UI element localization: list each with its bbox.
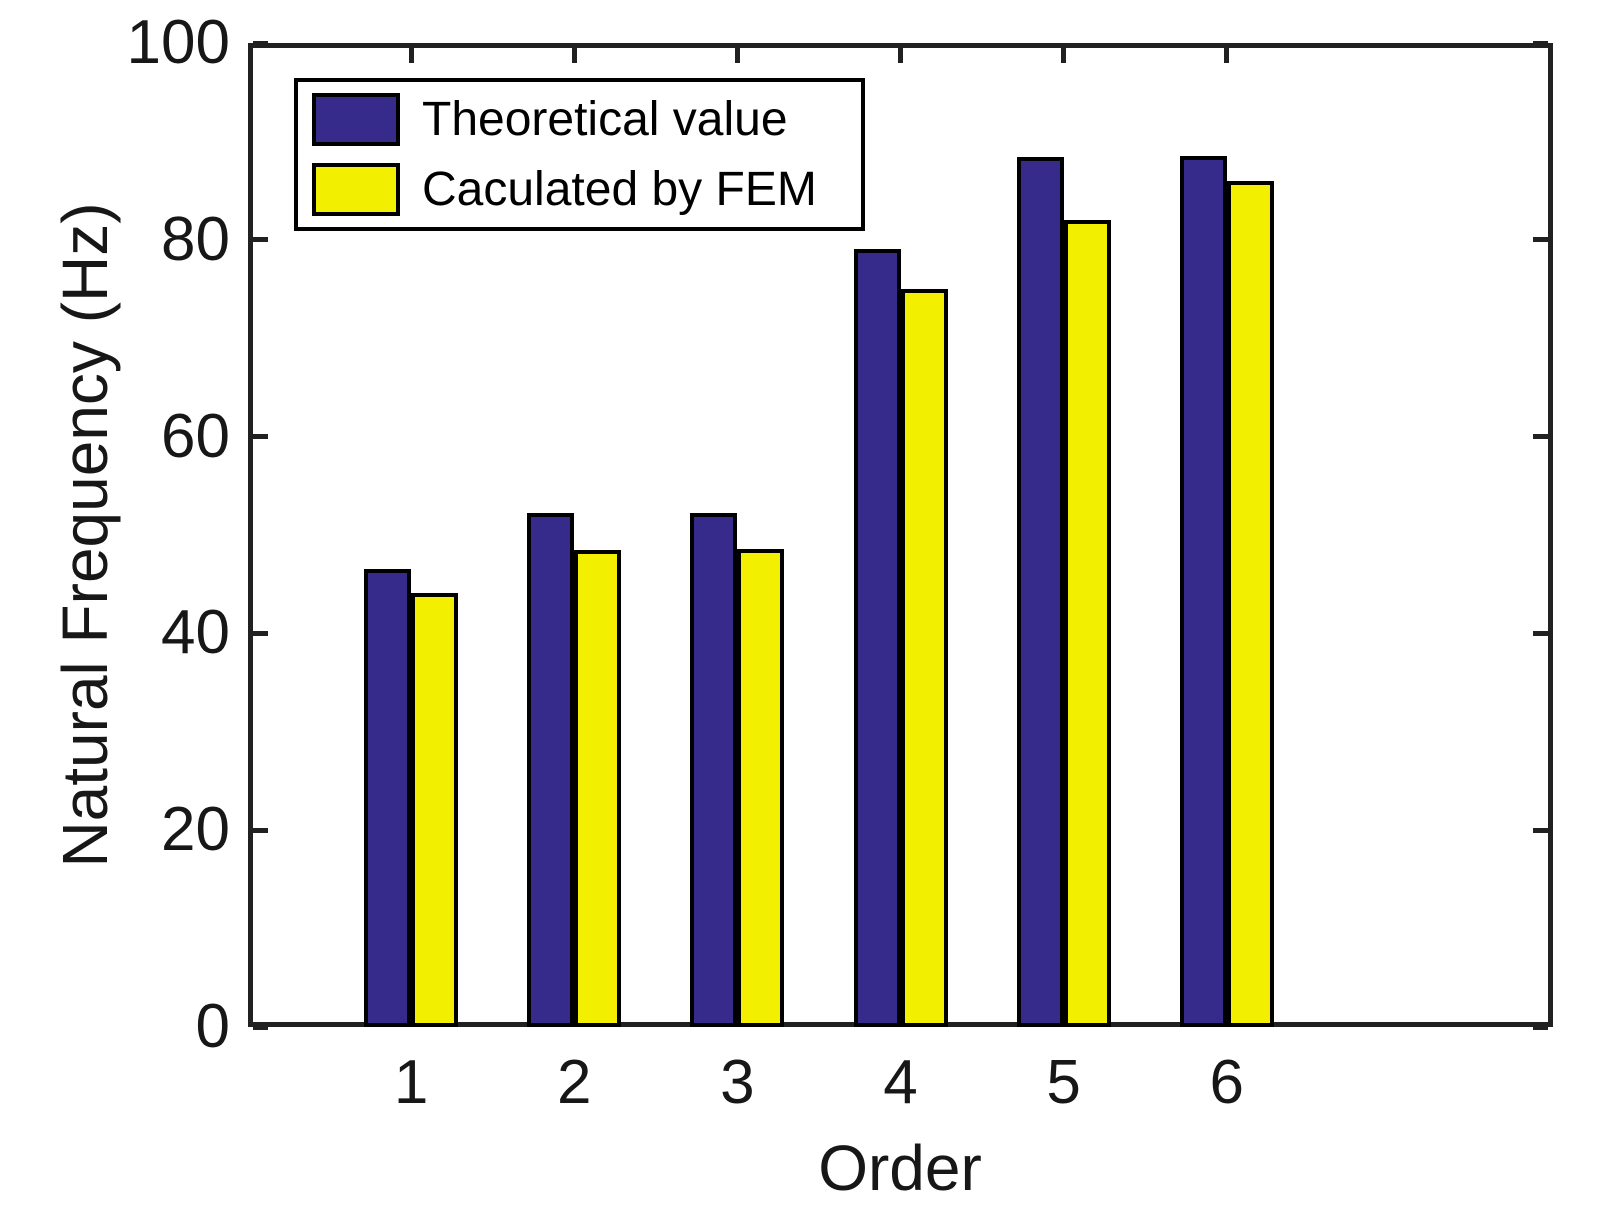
x-tick-top-5 [1061, 48, 1067, 63]
bar-theoretical-5 [1016, 157, 1064, 1027]
x-tick-label-6: 6 [1209, 1048, 1244, 1117]
y-tick-label-100: 100 [126, 8, 230, 77]
legend-swatch-fem [312, 163, 400, 216]
bar-theoretical-1 [364, 569, 412, 1027]
y-tick-left-80 [253, 237, 268, 243]
x-tick-top-3 [734, 48, 740, 63]
x-tick-label-4: 4 [883, 1048, 918, 1117]
x-tick-label-2: 2 [557, 1048, 592, 1117]
x-axis-label: Order [818, 1132, 982, 1204]
legend-label-theoretical: Theoretical value [422, 93, 788, 146]
x-tick-label-3: 3 [720, 1048, 755, 1117]
y-tick-right-40 [1533, 630, 1548, 636]
bar-fem-5 [1063, 220, 1111, 1027]
legend-entry-fem: Caculated by FEM [312, 163, 817, 216]
bar-theoretical-3 [690, 513, 738, 1027]
bar-fem-4 [900, 289, 948, 1027]
y-axis-label: Natural Frequency (Hz) [49, 202, 121, 868]
legend-label-fem: Caculated by FEM [422, 163, 817, 216]
y-tick-label-60: 60 [161, 401, 230, 471]
bar-theoretical-2 [527, 513, 575, 1027]
y-tick-left-100 [253, 40, 268, 46]
bar-theoretical-6 [1179, 156, 1227, 1027]
bar-fem-2 [574, 549, 622, 1027]
x-tick-label-5: 5 [1046, 1048, 1081, 1117]
y-tick-right-80 [1533, 237, 1548, 243]
bar-fem-1 [411, 593, 459, 1027]
x-tick-top-1 [408, 48, 414, 63]
y-tick-right-60 [1533, 434, 1548, 440]
legend-entry-theoretical: Theoretical value [312, 93, 788, 146]
y-tick-left-0 [253, 1024, 268, 1030]
bar-fem-3 [737, 548, 785, 1027]
y-tick-right-100 [1533, 40, 1548, 46]
y-tick-left-20 [253, 827, 268, 833]
y-tick-label-80: 80 [161, 204, 230, 274]
x-tick-top-6 [1224, 48, 1230, 63]
x-tick-top-2 [571, 48, 577, 63]
y-tick-label-20: 20 [161, 795, 230, 865]
x-tick-label-1: 1 [393, 1048, 429, 1117]
legend: Theoretical value Caculated by FEM [294, 78, 865, 231]
y-tick-left-60 [253, 434, 268, 440]
y-tick-label-40: 40 [161, 598, 230, 668]
y-tick-left-40 [253, 630, 268, 636]
legend-swatch-theoretical [312, 93, 400, 146]
y-tick-label-0: 0 [195, 992, 230, 1061]
y-tick-right-20 [1533, 827, 1548, 833]
x-tick-top-4 [898, 48, 903, 63]
bar-fem-6 [1226, 180, 1274, 1027]
bar-theoretical-4 [853, 248, 901, 1027]
y-tick-right-0 [1533, 1024, 1548, 1030]
